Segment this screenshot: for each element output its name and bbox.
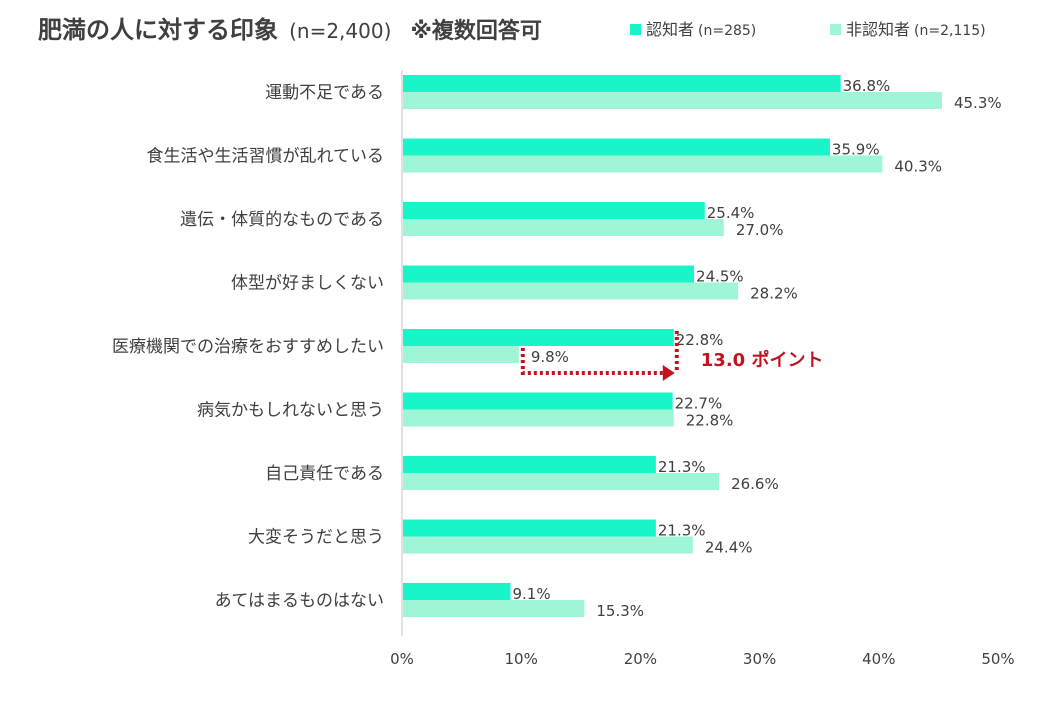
data-label: 21.3% xyxy=(658,522,706,540)
data-label: 45.3% xyxy=(954,94,1002,112)
data-label: 40.3% xyxy=(894,158,942,176)
bar-unaware xyxy=(403,155,883,173)
data-label: 26.6% xyxy=(731,475,779,493)
data-label: 28.2% xyxy=(750,285,798,303)
category-label: 運動不足である xyxy=(265,83,384,103)
plot-area: 0% 10% 20% 30% 40% 50% 運動不足である 36.8% 45.3% 食生活や生活… xyxy=(112,70,1015,668)
data-label: 22.8% xyxy=(676,331,724,349)
x-tick-label: 50% xyxy=(981,650,1014,668)
data-label: 15.3% xyxy=(596,602,644,620)
bar-unaware xyxy=(403,219,724,236)
bar-aware xyxy=(403,75,841,92)
category-label: 食生活や生活習慣が乱れている xyxy=(147,147,385,167)
chart-title-sample-size: (n=2,400) xyxy=(289,19,392,43)
data-label: 9.1% xyxy=(512,585,550,603)
category-label: 体型が好ましくない xyxy=(231,274,384,294)
bar-unaware xyxy=(403,473,720,490)
annotation-label: 13.0 ポイント xyxy=(701,349,824,371)
category-label: 病気かもしれないと思う xyxy=(197,401,384,421)
data-label: 24.5% xyxy=(696,268,744,286)
data-label: 21.3% xyxy=(658,458,706,476)
data-label: 27.0% xyxy=(736,221,784,239)
bar-aware xyxy=(403,392,673,410)
legend: 認知者 (n=285) 非認知者 (n=2,115) xyxy=(630,20,986,39)
data-label: 9.8% xyxy=(531,348,569,366)
bar-unaware xyxy=(403,92,942,109)
bar-unaware xyxy=(403,346,519,363)
bar-unaware xyxy=(403,409,674,427)
category-label: 大変そうだと思う xyxy=(248,528,384,548)
legend-swatch-unaware xyxy=(830,24,841,35)
chart-title-note: ※複数回答可 xyxy=(410,19,542,44)
bar-aware xyxy=(403,138,830,156)
chart-title: 肥満の人に対する印象 (n=2,400) ※複数回答可 xyxy=(38,10,542,45)
category-label: 自己責任である xyxy=(265,464,384,484)
bar-aware xyxy=(403,202,705,219)
bar-unaware xyxy=(403,536,693,554)
bar-unaware xyxy=(403,600,585,617)
annotation-arrowhead xyxy=(662,365,675,381)
data-label: 22.8% xyxy=(686,412,734,430)
category-label: あてはまるものはない xyxy=(215,591,384,611)
chart-title-main: 肥満の人に対する印象 xyxy=(38,16,278,44)
data-label: 22.7% xyxy=(675,395,723,413)
annotation-arrow-line xyxy=(520,348,663,375)
bar-aware xyxy=(403,519,656,537)
category-label: 医療機関での治療をおすすめしたい xyxy=(112,337,384,357)
x-tick-label: 10% xyxy=(505,650,538,668)
bar-aware xyxy=(403,583,511,600)
bar-aware xyxy=(403,456,656,473)
x-tick-label: 30% xyxy=(743,650,776,668)
x-tick-label: 40% xyxy=(862,650,895,668)
category-label: 遺伝・体質的なものである xyxy=(180,210,384,230)
data-label: 36.8% xyxy=(843,77,891,95)
legend-label-aware: 認知者 (n=285) xyxy=(646,20,756,39)
x-tick-label: 0% xyxy=(390,650,414,668)
data-label: 35.9% xyxy=(832,141,880,159)
data-label: 25.4% xyxy=(707,204,755,222)
bar-aware xyxy=(403,265,695,283)
legend-label-unaware: 非認知者 (n=2,115) xyxy=(846,20,986,39)
x-tick-label: 20% xyxy=(624,650,657,668)
bar-unaware xyxy=(403,282,739,300)
legend-swatch-aware xyxy=(630,24,641,35)
data-label: 24.4% xyxy=(705,539,753,557)
bar-aware xyxy=(403,329,674,346)
